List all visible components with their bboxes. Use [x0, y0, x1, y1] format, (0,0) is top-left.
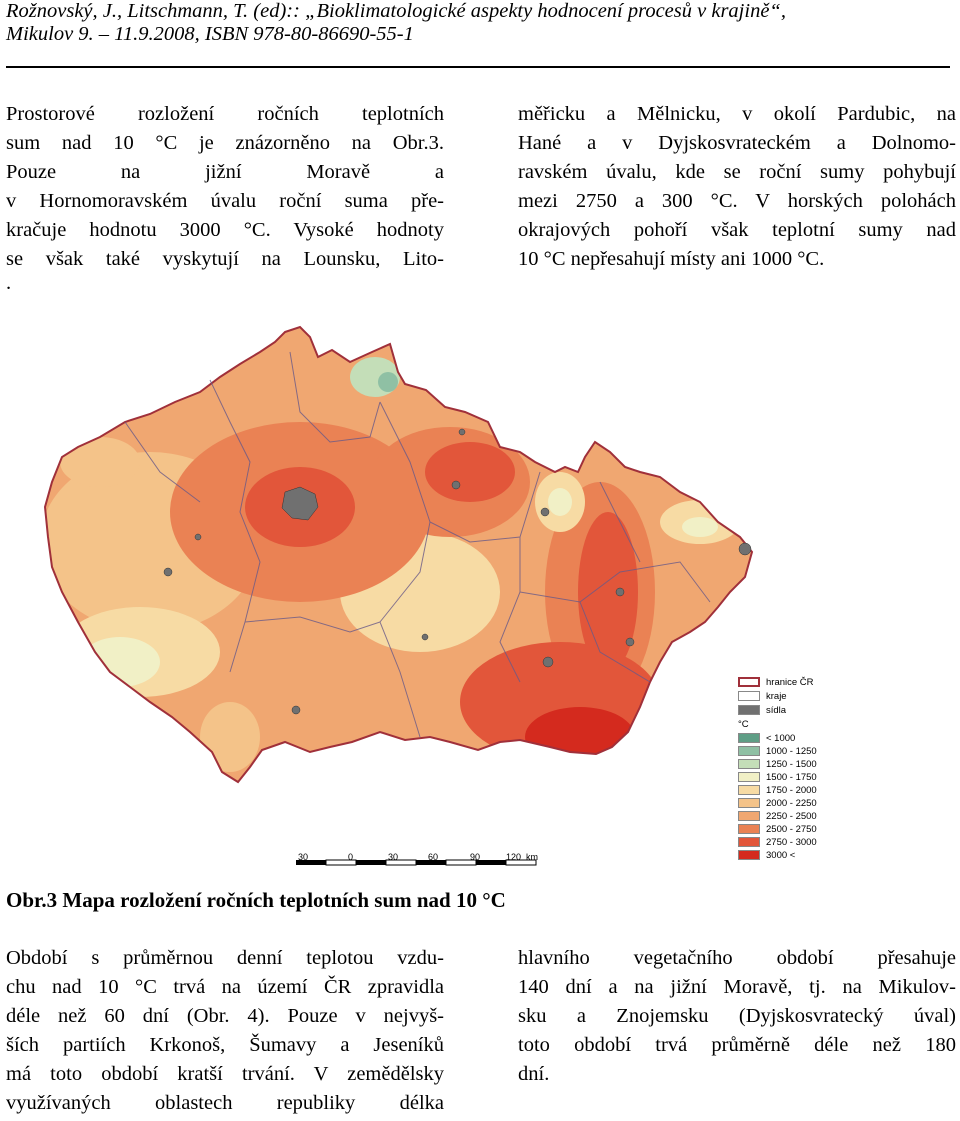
scale-tick: 120 — [506, 852, 522, 862]
legend-item: hranice ČR — [734, 677, 854, 688]
figure-caption: Obr.3 Mapa rozložení ročních teplotních … — [6, 888, 506, 913]
legend-swatch — [738, 785, 760, 795]
text-line: ravském úvalu, kde se roční sumy pohybuj… — [518, 161, 956, 183]
caption-text: Mapa rozložení ročních teplotních sum na… — [57, 888, 506, 912]
legend-swatch — [738, 705, 760, 715]
text-line: Hané a v Dyjskosvrateckém a Dolnomo- — [518, 132, 956, 154]
legend-item: sídla — [734, 705, 854, 716]
temperature-sum-map — [43, 325, 754, 866]
legend-swatch — [738, 772, 760, 782]
legend-label: 1500 - 1750 — [766, 772, 817, 783]
legend-label: 1250 - 1500 — [766, 759, 817, 770]
legend-swatch — [738, 677, 760, 687]
legend-label: 2750 - 3000 — [766, 837, 817, 848]
paragraph-top-right: měřicku a Mělnicku, v okolí Pardubic, na… — [518, 100, 956, 274]
legend-swatch — [738, 691, 760, 701]
legend-label: hranice ČR — [766, 677, 814, 688]
legend-item: 2500 - 2750 — [734, 824, 854, 835]
page-header: Rožnovský, J., Litschmann, T. (ed):: „Bi… — [6, 0, 946, 46]
paragraph-bottom-right: hlavního vegetačního období přesahuje 14… — [518, 944, 956, 1089]
header-line-1: Rožnovský, J., Litschmann, T. (ed):: „Bi… — [6, 0, 786, 22]
legend-swatch — [738, 733, 760, 743]
header-rule — [6, 66, 950, 68]
text-line: Pouze na jižní Moravě a — [6, 161, 444, 183]
scale-unit: km — [526, 852, 538, 862]
legend-item: 1000 - 1250 — [734, 746, 854, 757]
text-line: v Hornomoravském úvalu roční suma pře- — [6, 190, 444, 212]
legend-item: < 1000 — [734, 733, 854, 744]
header-line-2: Mikulov 9. – 11.9.2008, ISBN 978-80-8669… — [6, 23, 414, 45]
text-line: sku a Znojemsku (Dyjskosvratecký úval) — [518, 1005, 956, 1027]
text-line: okrajových pohoří však teplotní sumy nad — [518, 219, 956, 241]
text-line: Prostorové rozložení ročních teplotních — [6, 103, 444, 125]
legend-item: kraje — [734, 691, 854, 702]
legend-swatch — [738, 824, 760, 834]
legend-unit: °C — [738, 719, 749, 730]
legend-item: 2000 - 2250 — [734, 798, 854, 809]
legend-item: 2750 - 3000 — [734, 837, 854, 848]
text-line: ších partiích Krkonoš, Šumavy a Jeseníků — [6, 1034, 444, 1056]
text-line: měřicku a Mělnicku, v okolí Pardubic, na — [518, 103, 956, 125]
legend-item: 1250 - 1500 — [734, 759, 854, 770]
legend-label: sídla — [766, 705, 787, 716]
legend-swatch — [738, 759, 760, 769]
legend-swatch — [738, 811, 760, 821]
scale-tick: 90 — [470, 852, 481, 862]
legend-swatch — [738, 837, 760, 847]
legend-item: 1500 - 1750 — [734, 772, 854, 783]
legend-label: 2500 - 2750 — [766, 824, 817, 835]
paragraph-bottom-left: Období s průměrnou denní teplotou vzdu- … — [6, 944, 444, 1118]
scale-tick: 0 — [348, 852, 354, 862]
scale-tick: 30 — [388, 852, 399, 862]
text-line: Období s průměrnou denní teplotou vzdu- — [6, 947, 444, 969]
text-line: se však také vyskytují na Lounsku, Lito- — [6, 248, 444, 270]
scale-tick: 60 — [428, 852, 439, 862]
legend-item: 1750 - 2000 — [734, 785, 854, 796]
stray-dot: . — [6, 272, 12, 294]
legend-swatch — [738, 798, 760, 808]
text-line: kračuje hodnotu 3000 °C. Vysoké hodnoty — [6, 219, 444, 241]
text-line: má toto období kratší trvání. V zeměděls… — [6, 1063, 444, 1085]
legend-item: 2250 - 2500 — [734, 811, 854, 822]
scale-tick: 30 — [298, 852, 309, 862]
legend-label: 3000 < — [766, 850, 796, 861]
legend-label: 2250 - 2500 — [766, 811, 817, 822]
text-line: déle než 60 dní (Obr. 4). Pouze v nejvyš… — [6, 1005, 444, 1027]
legend-label: kraje — [766, 691, 787, 702]
text-line: využívaných oblastech republiky délka — [6, 1092, 444, 1114]
legend-item: 3000 < — [734, 850, 854, 861]
map-legend: hranice ČR kraje sídla °C < 1000 1000 - … — [734, 673, 824, 869]
legend-swatch — [738, 850, 760, 860]
text-line: sum nad 10 °C je znázorněno na Obr.3. — [6, 132, 444, 154]
text-line: 140 dní a na jižní Moravě, tj. na Mikulo… — [518, 976, 956, 998]
paragraph-top-left: Prostorové rozložení ročních teplotních … — [6, 100, 444, 274]
text-line: mezi 2750 a 300 °C. V horských polohách — [518, 190, 956, 212]
legend-label: < 1000 — [766, 733, 796, 744]
text-line: toto období trvá průměrně déle než 180 — [518, 1034, 956, 1056]
legend-label: 1750 - 2000 — [766, 785, 817, 796]
text-line: dní. — [518, 1063, 550, 1085]
text-line: chu nad 10 °C trvá na území ČR zpravidla — [6, 976, 444, 998]
text-line: hlavního vegetačního období přesahuje — [518, 947, 956, 969]
legend-label: 2000 - 2250 — [766, 798, 817, 809]
legend-label: 1000 - 1250 — [766, 746, 817, 757]
caption-label: Obr.3 — [6, 888, 58, 912]
legend-swatch — [738, 746, 760, 756]
text-line: 10 °C nepřesahují místy ani 1000 °C. — [518, 248, 825, 270]
